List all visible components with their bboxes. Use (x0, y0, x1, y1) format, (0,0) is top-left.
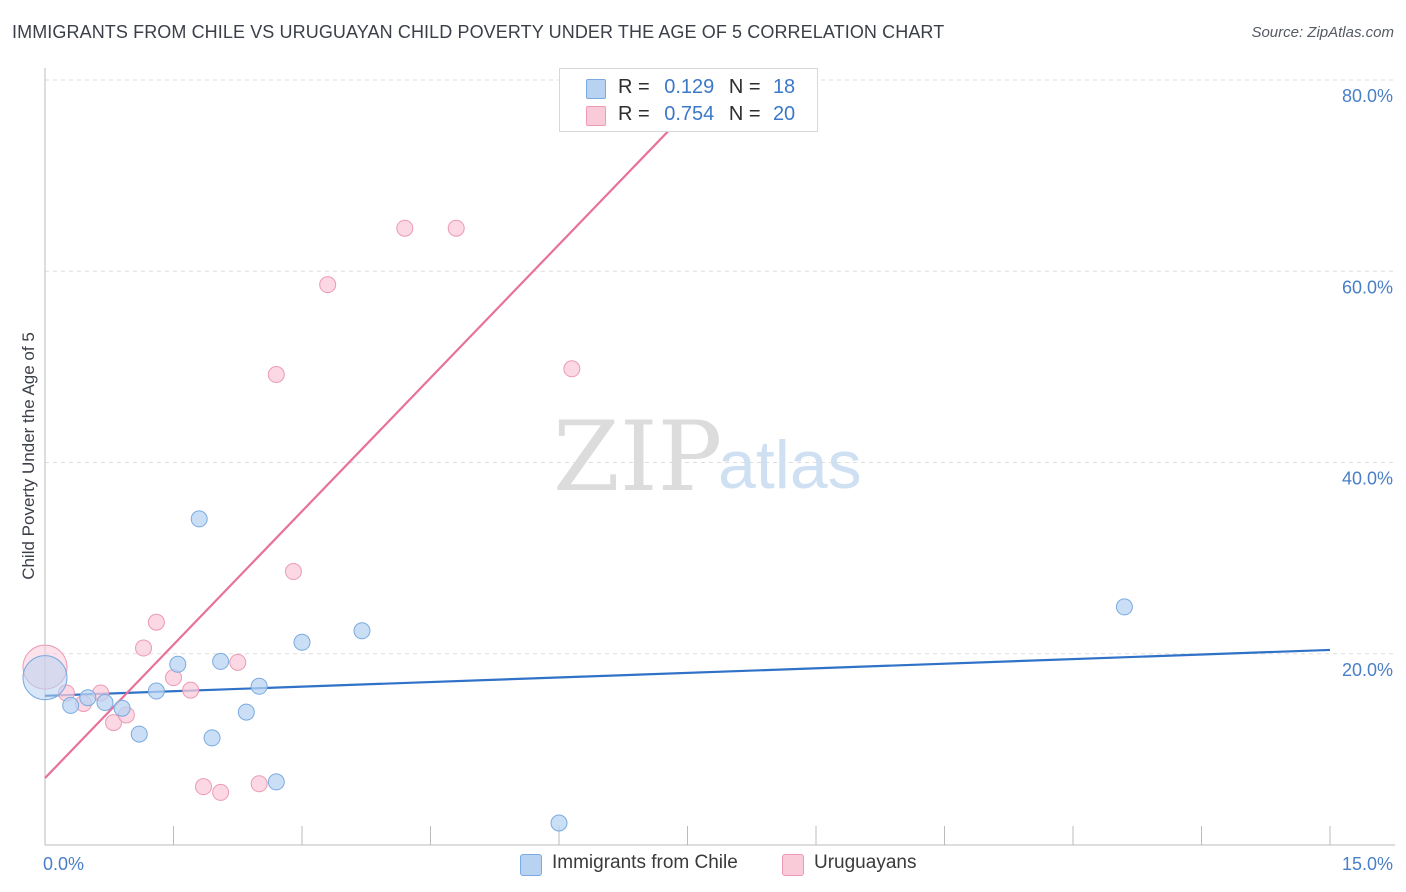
point-chile (550, 814, 568, 832)
correlation-legend: R = 0.129 N = 18 R = 0.754 N = 20 (559, 68, 818, 132)
watermark-atlas: atlas (718, 427, 862, 503)
point-uruguayans (319, 276, 337, 294)
y-tick-label: 20.0% (1342, 660, 1393, 680)
source-label: Source: ZipAtlas.com (1251, 24, 1394, 41)
y-tick-label: 40.0% (1342, 469, 1393, 489)
point-uruguayans (135, 639, 153, 657)
point-uruguayans (105, 714, 123, 732)
y-tick-label: 80.0% (1342, 86, 1393, 106)
point-chile (353, 622, 371, 640)
point-chile (79, 689, 97, 707)
watermark: ZIP atlas (553, 401, 862, 513)
data-points (22, 219, 1133, 832)
point-chile (203, 729, 221, 747)
point-chile (237, 703, 255, 721)
legend-n-value: 20 (772, 103, 796, 125)
point-uruguayans (447, 219, 465, 237)
legend-n-label: N = (728, 76, 761, 98)
point-uruguayans (147, 613, 165, 631)
bottom-legend-label: Immigrants from Chile (552, 852, 738, 873)
point-chile (113, 699, 131, 717)
legend-r-value: 0.129 (664, 76, 715, 98)
point-chile (130, 725, 148, 743)
legend-r-value: 0.754 (664, 103, 715, 125)
legend-r-label: R = (618, 103, 650, 125)
legend-swatch-pink (586, 106, 606, 126)
point-uruguayans (194, 778, 212, 796)
legend-n-value: 18 (772, 76, 796, 98)
point-uruguayans (563, 360, 581, 378)
point-uruguayans (250, 775, 268, 793)
axes (44, 68, 1395, 846)
point-chile (22, 655, 68, 701)
point-uruguayans (396, 219, 414, 237)
point-chile (250, 677, 268, 695)
point-uruguayans (182, 681, 200, 699)
y-tick-label: 60.0% (1342, 277, 1393, 297)
chart-title: IMMIGRANTS FROM CHILE VS URUGUAYAN CHILD… (12, 22, 945, 42)
x-tick-label: 0.0% (43, 854, 84, 874)
y-axis-label: Child Poverty Under the Age of 5 (19, 332, 38, 580)
bottom-legend-swatch-pink (782, 854, 804, 876)
bottom-legend-label: Uruguayans (814, 852, 917, 873)
tick-labels: 20.0% 40.0% 60.0% 80.0% 0.0% 15.0% (43, 86, 1393, 874)
point-uruguayans (267, 366, 285, 384)
legend-swatch-blue (586, 79, 606, 99)
legend-r-label: R = (618, 76, 650, 98)
point-chile (293, 633, 311, 651)
point-chile (147, 682, 165, 700)
point-chile (190, 510, 208, 528)
point-chile (1115, 598, 1133, 616)
bottom-legend-swatch-blue (520, 854, 542, 876)
legend-n-label: N = (728, 103, 761, 125)
point-uruguayans (284, 563, 302, 581)
watermark-zip: ZIP (553, 401, 722, 513)
x-tick-label: 15.0% (1342, 854, 1393, 874)
point-chile (62, 696, 80, 714)
point-chile (212, 652, 230, 670)
point-chile (96, 694, 114, 712)
point-uruguayans (229, 653, 247, 671)
point-chile (169, 655, 187, 673)
point-uruguayans (212, 783, 230, 801)
point-chile (267, 773, 285, 791)
trendline-uruguayans (44, 79, 719, 779)
